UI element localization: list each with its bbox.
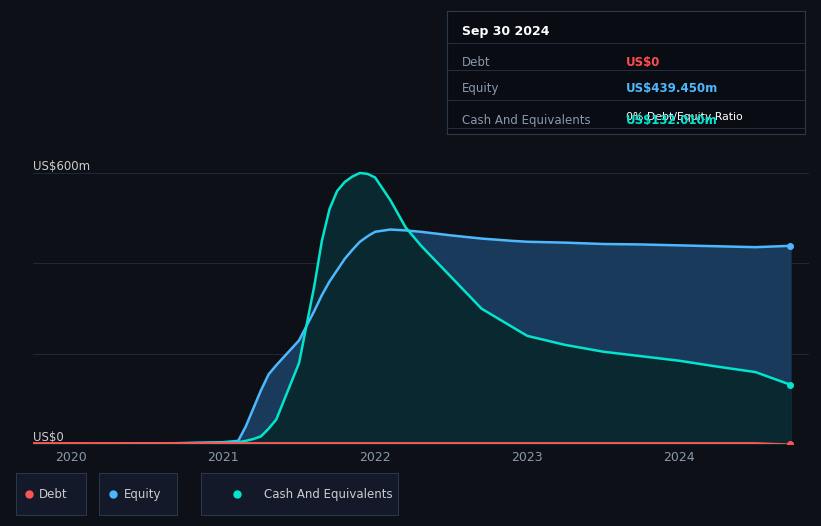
Text: US$0: US$0 — [33, 431, 63, 443]
Text: Debt: Debt — [39, 488, 67, 501]
Text: Debt: Debt — [461, 56, 490, 68]
Text: US$439.450m: US$439.450m — [626, 82, 718, 95]
Text: US$0: US$0 — [626, 56, 660, 68]
Text: Cash And Equivalents: Cash And Equivalents — [461, 114, 590, 127]
Text: Equity: Equity — [461, 82, 499, 95]
Text: Sep 30 2024: Sep 30 2024 — [461, 25, 549, 38]
Text: Equity: Equity — [123, 488, 161, 501]
Text: Cash And Equivalents: Cash And Equivalents — [264, 488, 392, 501]
Text: US$600m: US$600m — [33, 160, 90, 173]
Text: 0% Debt/Equity Ratio: 0% Debt/Equity Ratio — [626, 112, 743, 122]
Text: US$132.010m: US$132.010m — [626, 114, 718, 127]
